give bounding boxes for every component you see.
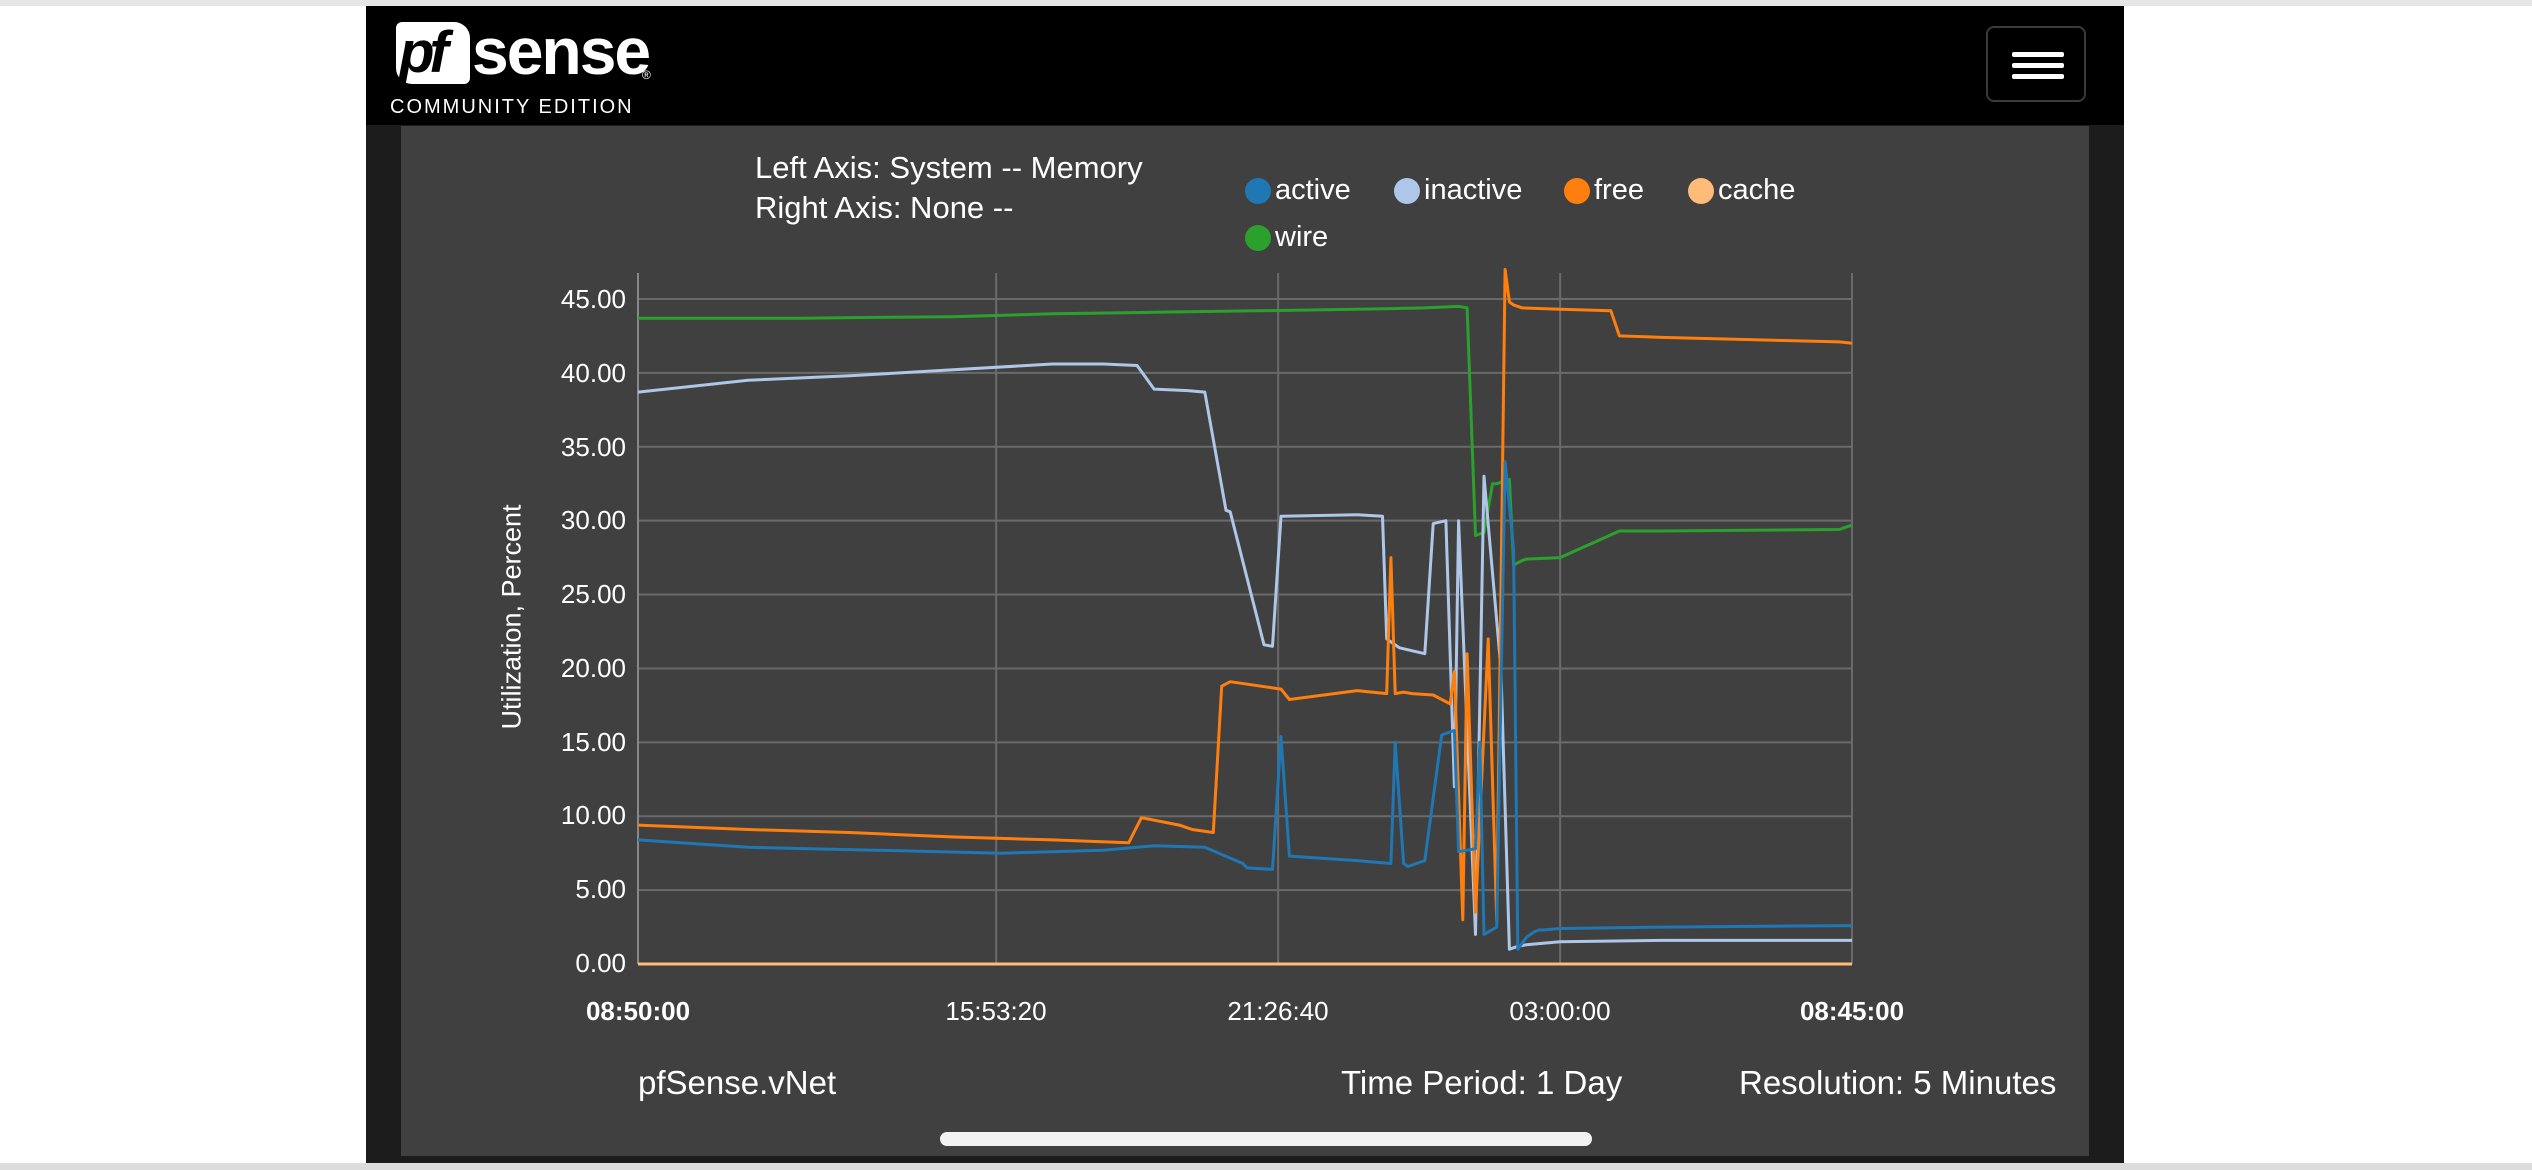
y-tick-label: 45.00 (560, 284, 626, 314)
series-line-active (637, 460, 1853, 951)
graph-hostname: pfSense.vNet (638, 1064, 837, 1101)
x-tick-label: 21:26:40 (1227, 996, 1329, 1026)
y-tick-label: 0.00 (575, 948, 626, 978)
x-tick-label: 08:50:00 (585, 996, 691, 1026)
hamburger-menu-button[interactable] (1986, 26, 2086, 102)
status-strip (0, 0, 2532, 6)
series-line-inactive (637, 362, 1852, 951)
y-tick-label: 15.00 (560, 727, 626, 757)
x-tick-label: 03:00:00 (1509, 996, 1611, 1026)
y-tick-label: 40.00 (560, 358, 626, 388)
graph-title-right-axis: Right Axis: None -- (755, 190, 1014, 225)
legend-label: inactive (1424, 174, 1523, 206)
legend-dot-icon (1394, 178, 1420, 204)
graph-resolution: Resolution: 5 Minutes (1739, 1064, 2057, 1101)
graph-title-left-axis: Left Axis: System -- Memory (755, 150, 1143, 185)
y-tick-label: 25.00 (560, 579, 626, 609)
y-tick-label: 20.00 (560, 653, 626, 683)
logo-wordmark: sense (472, 14, 651, 88)
pfsense-logo[interactable]: pf sense ® COMMUNITY EDITION (390, 14, 651, 120)
y-axis-label: Utilization, Percent (496, 504, 527, 730)
x-tick-label: 08:45:00 (1799, 996, 1905, 1026)
legend-dot-icon (1245, 225, 1271, 251)
bottom-strip (0, 1163, 2532, 1170)
series-line-wire (638, 304, 1853, 567)
legend-label: cache (1718, 174, 1796, 206)
logo-edition: COMMUNITY EDITION (390, 96, 634, 118)
graph-panel (401, 126, 2089, 1156)
hamburger-menu-icon (2012, 52, 2064, 57)
legend-label: free (1594, 174, 1644, 206)
legend-dot-icon (1245, 178, 1271, 204)
y-tick-label: 35.00 (560, 432, 626, 462)
y-tick-label: 30.00 (560, 505, 626, 535)
legend-label: wire (1275, 221, 1329, 253)
horizontal-scrollbar[interactable] (940, 1132, 1592, 1146)
legend-dot-icon (1688, 178, 1714, 204)
x-tick-label: 15:53:20 (945, 996, 1047, 1026)
graph-time-period: Time Period: 1 Day (1341, 1064, 1623, 1101)
logo-registered-mark: ® (642, 68, 651, 82)
y-tick-label: 10.00 (560, 800, 626, 830)
hamburger-menu-icon-bar (2012, 63, 2064, 68)
legend-label: active (1275, 174, 1351, 206)
navbar: pf sense ® COMMUNITY EDITION (366, 6, 2124, 125)
logo-pf-mark: pf (396, 22, 470, 84)
hamburger-menu-icon-bar (2012, 74, 2064, 79)
legend-dot-icon (1564, 178, 1590, 204)
y-tick-label: 5.00 (575, 874, 626, 904)
series-line-free (637, 267, 1853, 922)
